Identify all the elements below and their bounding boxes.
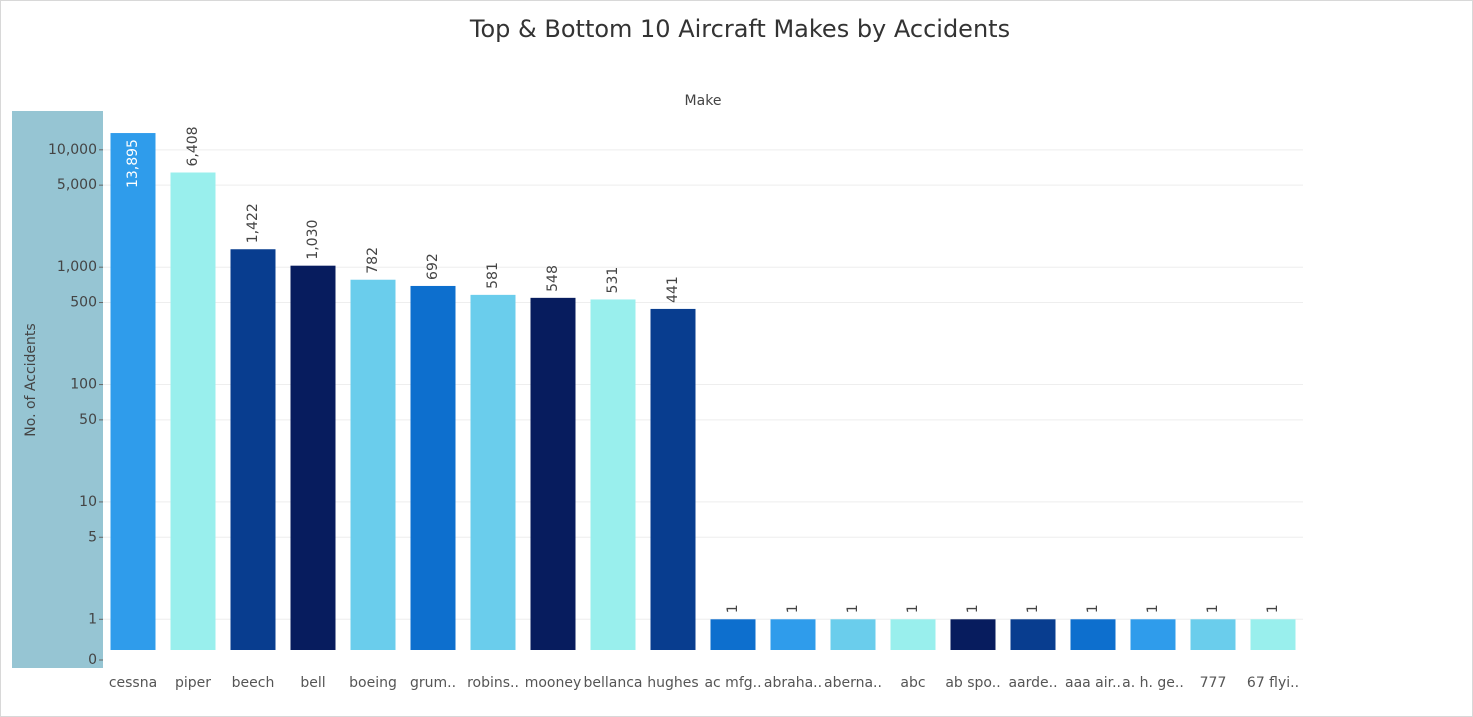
y-tick-label: 5,000 — [57, 177, 97, 193]
x-tick-label: bellanca — [583, 675, 642, 691]
value-label: 1 — [1205, 604, 1221, 613]
bar — [590, 299, 636, 650]
bar — [530, 297, 576, 650]
y-tick-label: 10,000 — [48, 142, 97, 158]
x-axis-title: Make — [685, 93, 722, 109]
bar — [470, 294, 516, 650]
value-label: 692 — [425, 253, 441, 280]
value-label: 782 — [365, 247, 381, 274]
value-label: 1 — [905, 604, 921, 613]
bar — [1010, 619, 1056, 650]
x-tick-label: 67 flyi.. — [1247, 675, 1299, 691]
x-tick-label: ac mfg.. — [704, 675, 761, 691]
value-label: 548 — [545, 265, 561, 292]
bar — [1250, 619, 1296, 650]
x-tick-label: aarde.. — [1008, 675, 1057, 691]
bar — [290, 265, 336, 650]
x-tick-label: beech — [232, 675, 275, 691]
bar — [170, 172, 216, 650]
value-label: 1 — [725, 604, 741, 613]
bar — [890, 619, 936, 650]
bar — [710, 619, 756, 650]
bar — [1070, 619, 1116, 650]
bar — [1190, 619, 1236, 650]
x-tick-label: hughes — [647, 675, 698, 691]
value-label: 1 — [1085, 604, 1101, 613]
value-label: 1 — [1265, 604, 1281, 613]
value-label: 13,895 — [125, 139, 141, 188]
x-tick-label: ab spo.. — [945, 675, 1000, 691]
value-label: 1 — [965, 604, 981, 613]
bar — [650, 308, 696, 650]
x-tick-label: abraha.. — [764, 675, 822, 691]
y-tick-label: 0 — [88, 652, 97, 668]
bar — [830, 619, 876, 650]
bar — [770, 619, 816, 650]
bar — [1130, 619, 1176, 650]
x-tick-label: aaa air.. — [1065, 675, 1121, 691]
y-tick-label: 10 — [79, 494, 97, 510]
bar — [410, 285, 456, 650]
value-label: 1 — [785, 604, 801, 613]
x-tick-label: bell — [300, 675, 325, 691]
value-label: 1 — [845, 604, 861, 613]
bar — [110, 133, 156, 650]
y-tick-label: 50 — [79, 412, 97, 428]
x-tick-label: cessna — [109, 675, 157, 691]
x-tick-label: abc — [900, 675, 925, 691]
x-tick-label: piper — [175, 675, 211, 691]
value-label: 1,422 — [245, 203, 261, 243]
value-label: 1 — [1145, 604, 1161, 613]
x-tick-label: aberna.. — [824, 675, 882, 691]
x-tick-label: grum.. — [410, 675, 456, 691]
y-tick-label: 5 — [88, 529, 97, 545]
x-tick-label: robins.. — [467, 675, 519, 691]
value-label: 1,030 — [305, 220, 321, 260]
y-axis-header — [12, 111, 103, 668]
x-tick-label: mooney — [525, 675, 582, 691]
y-tick-label: 100 — [70, 377, 97, 393]
y-axis-title: No. of Accidents — [23, 323, 39, 436]
chart-title: Top & Bottom 10 Aircraft Makes by Accide… — [469, 15, 1010, 43]
bar — [350, 279, 396, 650]
value-label: 6,408 — [185, 126, 201, 166]
y-tick-label: 1 — [88, 611, 97, 627]
value-label: 531 — [605, 267, 621, 294]
y-tick-label: 1,000 — [57, 259, 97, 275]
y-tick-label: 500 — [70, 295, 97, 311]
bar — [950, 619, 996, 650]
value-label: 441 — [665, 276, 681, 303]
bar — [230, 249, 276, 650]
value-label: 581 — [485, 262, 501, 289]
x-tick-label: boeing — [349, 675, 397, 691]
value-label: 1 — [1025, 604, 1041, 613]
x-tick-label: 777 — [1200, 675, 1227, 691]
x-tick-label: a. h. ge.. — [1122, 675, 1184, 691]
